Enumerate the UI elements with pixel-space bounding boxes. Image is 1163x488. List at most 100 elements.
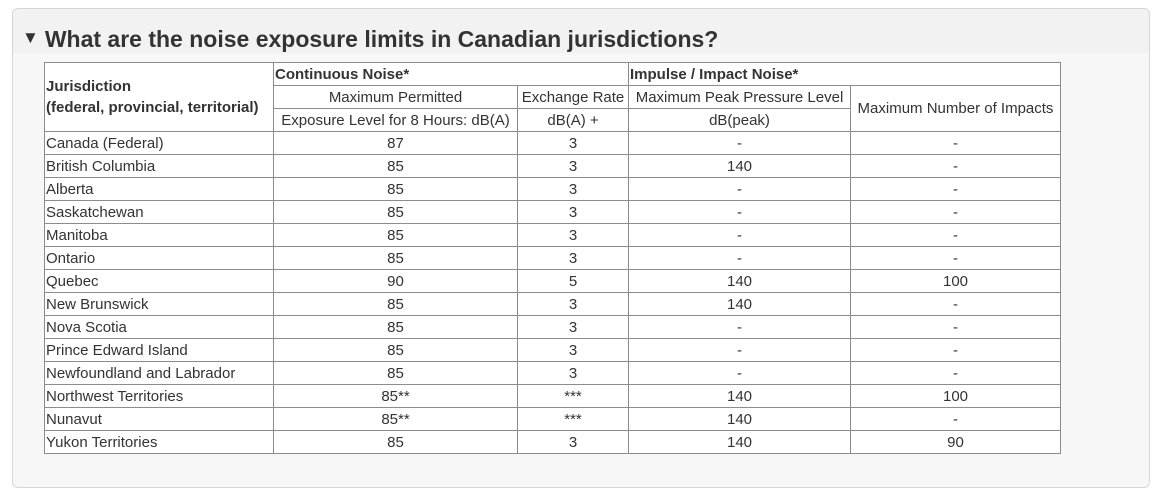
max-exposure-header-line2: Exposure Level for 8 Hours: dB(A) bbox=[273, 108, 518, 132]
table-row: New Brunswick 85 3 140 - bbox=[44, 292, 1061, 316]
jurisdiction-header-line2: (federal, provincial, territorial) bbox=[46, 99, 259, 116]
table-row: Quebec 90 5 140 100 bbox=[44, 269, 1061, 293]
impacts-cell: - bbox=[850, 223, 1061, 247]
peak-pressure-cell: - bbox=[628, 223, 851, 247]
peak-pressure-cell: 140 bbox=[628, 407, 851, 431]
section-toggle[interactable]: ▼ What are the noise exposure limits in … bbox=[22, 24, 718, 54]
exchange-rate-cell: 3 bbox=[517, 338, 629, 362]
impacts-cell: - bbox=[850, 200, 1061, 224]
exposure-cell: 85 bbox=[273, 246, 518, 270]
exposure-cell: 85** bbox=[273, 407, 518, 431]
exposure-cell: 85 bbox=[273, 430, 518, 454]
exposure-cell: 87 bbox=[273, 131, 518, 155]
jurisdiction-cell: Nova Scotia bbox=[44, 315, 274, 339]
exposure-cell: 85 bbox=[273, 338, 518, 362]
noise-limits-table: Jurisdiction (federal, provincial, terri… bbox=[44, 62, 1061, 454]
exchange-rate-cell: 3 bbox=[517, 131, 629, 155]
exchange-rate-cell: 3 bbox=[517, 430, 629, 454]
exposure-cell: 85 bbox=[273, 361, 518, 385]
table-row: Alberta 85 3 - - bbox=[44, 177, 1061, 201]
impacts-cell: - bbox=[850, 315, 1061, 339]
impacts-cell: 100 bbox=[850, 384, 1061, 408]
table-row: British Columbia 85 3 140 - bbox=[44, 154, 1061, 178]
impacts-cell: 90 bbox=[850, 430, 1061, 454]
exposure-cell: 85 bbox=[273, 223, 518, 247]
peak-pressure-cell: 140 bbox=[628, 269, 851, 293]
exchange-rate-cell: 3 bbox=[517, 200, 629, 224]
peak-pressure-cell: - bbox=[628, 200, 851, 224]
jurisdiction-cell: Yukon Territories bbox=[44, 430, 274, 454]
peak-pressure-cell: 140 bbox=[628, 384, 851, 408]
jurisdiction-cell: Northwest Territories bbox=[44, 384, 274, 408]
table-row: Saskatchewan 85 3 - - bbox=[44, 200, 1061, 224]
jurisdiction-cell: Prince Edward Island bbox=[44, 338, 274, 362]
exchange-rate-cell: *** bbox=[517, 384, 629, 408]
impacts-cell: - bbox=[850, 131, 1061, 155]
peak-pressure-cell: - bbox=[628, 177, 851, 201]
impacts-cell: - bbox=[850, 246, 1061, 270]
peak-pressure-cell: - bbox=[628, 361, 851, 385]
max-impacts-header: Maximum Number of Impacts bbox=[850, 85, 1061, 132]
exchange-rate-cell: 3 bbox=[517, 246, 629, 270]
peak-pressure-cell: 140 bbox=[628, 154, 851, 178]
jurisdiction-cell: Manitoba bbox=[44, 223, 274, 247]
jurisdiction-cell: Alberta bbox=[44, 177, 274, 201]
exposure-cell: 90 bbox=[273, 269, 518, 293]
table-row: Manitoba 85 3 - - bbox=[44, 223, 1061, 247]
jurisdiction-cell: New Brunswick bbox=[44, 292, 274, 316]
section-question: What are the noise exposure limits in Ca… bbox=[44, 25, 719, 52]
exchange-rate-cell: 3 bbox=[517, 154, 629, 178]
impulse-noise-header: Impulse / Impact Noise* bbox=[628, 62, 1061, 86]
jurisdiction-header: Jurisdiction (federal, provincial, terri… bbox=[44, 62, 274, 132]
exchange-rate-cell: *** bbox=[517, 407, 629, 431]
impacts-cell: - bbox=[850, 154, 1061, 178]
table-row: Newfoundland and Labrador 85 3 - - bbox=[44, 361, 1061, 385]
jurisdiction-header-line1: Jurisdiction bbox=[46, 78, 132, 95]
exchange-rate-cell: 3 bbox=[517, 315, 629, 339]
impacts-cell: 100 bbox=[850, 269, 1061, 293]
exchange-rate-header-line2: dB(A) + bbox=[517, 108, 629, 132]
jurisdiction-cell: Newfoundland and Labrador bbox=[44, 361, 274, 385]
exchange-rate-cell: 3 bbox=[517, 223, 629, 247]
exchange-rate-header-line1: Exchange Rate bbox=[517, 85, 629, 109]
exposure-cell: 85 bbox=[273, 154, 518, 178]
caret-down-icon: ▼ bbox=[22, 28, 39, 47]
exchange-rate-cell: 5 bbox=[517, 269, 629, 293]
jurisdiction-cell: Quebec bbox=[44, 269, 274, 293]
exposure-cell: 85 bbox=[273, 177, 518, 201]
impacts-cell: - bbox=[850, 361, 1061, 385]
jurisdiction-cell: Canada (Federal) bbox=[44, 131, 274, 155]
impacts-cell: - bbox=[850, 407, 1061, 431]
jurisdiction-cell: British Columbia bbox=[44, 154, 274, 178]
peak-pressure-cell: - bbox=[628, 338, 851, 362]
impacts-cell: - bbox=[850, 292, 1061, 316]
jurisdiction-cell: Ontario bbox=[44, 246, 274, 270]
table-row: Yukon Territories 85 3 140 90 bbox=[44, 430, 1061, 454]
table-row: Nunavut 85** *** 140 - bbox=[44, 407, 1061, 431]
peak-pressure-header-line2: dB(peak) bbox=[628, 108, 851, 132]
exchange-rate-cell: 3 bbox=[517, 292, 629, 316]
table-row: Nova Scotia 85 3 - - bbox=[44, 315, 1061, 339]
exposure-cell: 85 bbox=[273, 200, 518, 224]
peak-pressure-cell: - bbox=[628, 246, 851, 270]
exposure-cell: 85** bbox=[273, 384, 518, 408]
continuous-noise-header: Continuous Noise* bbox=[273, 62, 629, 86]
exposure-cell: 85 bbox=[273, 315, 518, 339]
jurisdiction-cell: Nunavut bbox=[44, 407, 274, 431]
peak-pressure-cell: - bbox=[628, 315, 851, 339]
table-row: Canada (Federal) 87 3 - - bbox=[44, 131, 1061, 155]
peak-pressure-cell: - bbox=[628, 131, 851, 155]
exchange-rate-cell: 3 bbox=[517, 361, 629, 385]
table-row: Ontario 85 3 - - bbox=[44, 246, 1061, 270]
peak-pressure-header-line1: Maximum Peak Pressure Level bbox=[628, 85, 851, 109]
table-row: Northwest Territories 85** *** 140 100 bbox=[44, 384, 1061, 408]
peak-pressure-cell: 140 bbox=[628, 292, 851, 316]
table-row: Prince Edward Island 85 3 - - bbox=[44, 338, 1061, 362]
peak-pressure-cell: 140 bbox=[628, 430, 851, 454]
max-exposure-header-line1: Maximum Permitted bbox=[273, 85, 518, 109]
impacts-cell: - bbox=[850, 177, 1061, 201]
exchange-rate-cell: 3 bbox=[517, 177, 629, 201]
exposure-cell: 85 bbox=[273, 292, 518, 316]
impacts-cell: - bbox=[850, 338, 1061, 362]
jurisdiction-cell: Saskatchewan bbox=[44, 200, 274, 224]
